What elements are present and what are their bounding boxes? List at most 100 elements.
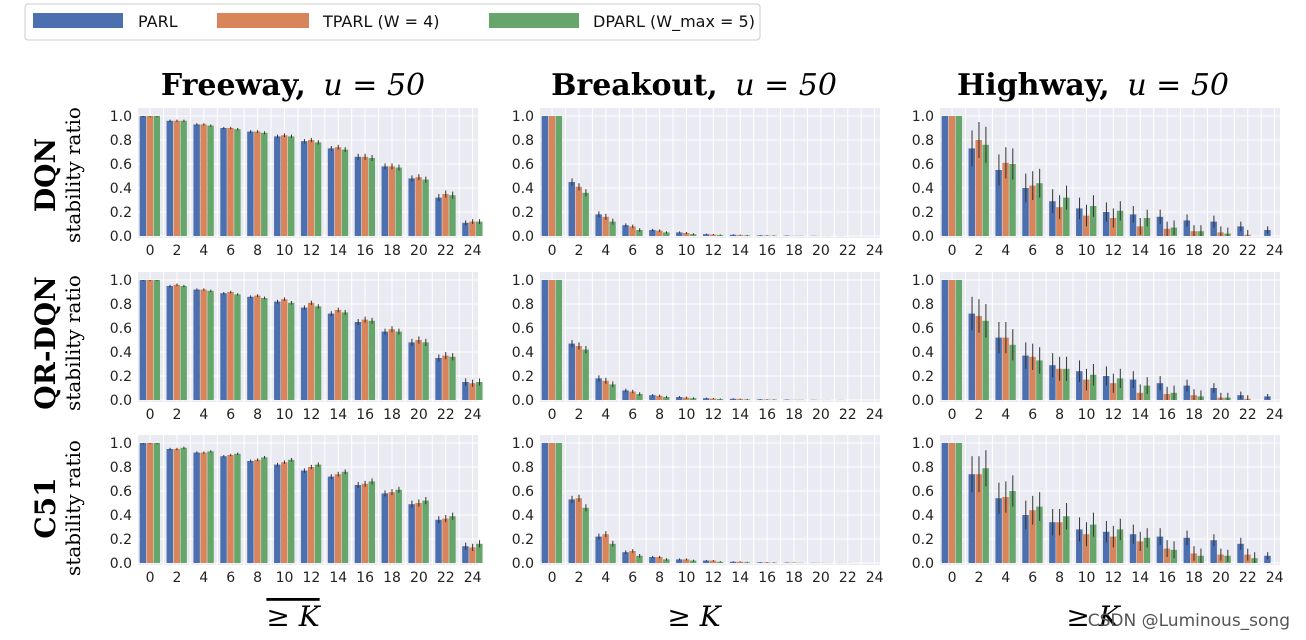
panel-c51-breakout-ytick-label: 0.0 (512, 556, 534, 572)
panel-c51-freeway-bar-parl-k14 (327, 476, 335, 563)
panel-c51-highway-xtick-label: 2 (975, 570, 984, 586)
panel-qrdqn-breakout-bar-parl-k4 (595, 378, 602, 400)
panel-c51-highway-bar-dparlwmax5-k2 (982, 468, 989, 563)
panel-dqn-freeway-bar-tparlw4-k24 (469, 221, 476, 236)
panel-dqn-breakout-bar-tparlw4-k10 (683, 233, 690, 236)
panel-qrdqn-freeway-bar-dparlwmax5-k8 (261, 298, 268, 400)
panel-dqn-highway-bar-dparlwmax5-k0 (955, 116, 963, 236)
panel-c51-highway-bar-dparlwmax5-k10 (1089, 524, 1097, 563)
panel-c51-freeway-xtick-label: 24 (464, 570, 482, 586)
panel-c51-highway-xtick-label: 24 (1266, 570, 1284, 586)
panel-c51-breakout-bar-tparlw4-k14 (736, 561, 744, 563)
panel-c51-breakout-xtick-label: 14 (731, 570, 749, 586)
panel-dqn-highway-bar-parl-k10 (1076, 208, 1083, 236)
panel-dqn-highway-ytick-label: 0.0 (912, 229, 934, 245)
panel-c51-breakout-bar-tparlw4-k6 (629, 551, 636, 563)
panel-c51-highway-xtick-label: 8 (1055, 570, 1064, 586)
panel-dqn-freeway-bar-tparlw4-k16 (361, 156, 369, 236)
panel-dqn-freeway-bar-tparlw4-k14 (334, 147, 342, 236)
panel-qrdqn-freeway-bar-parl-k2 (166, 286, 174, 400)
panel-c51-highway-bar-parl-k20 (1210, 540, 1217, 563)
col-title-freeway: Freeway, u = 50 (161, 68, 425, 103)
panel-dqn-freeway-ytick-label: 0.4 (110, 181, 132, 197)
panel-dqn-freeway-ytick-label: 0.0 (110, 229, 132, 245)
panel-qrdqn-highway-xtick-label: 16 (1158, 407, 1176, 423)
panel-dqn-freeway-xtick-label: 18 (383, 243, 401, 259)
panel-qrdqn-highway-bar-dparlwmax5-k8 (1063, 368, 1070, 400)
panel-qrdqn-breakout-xtick-label: 14 (731, 407, 749, 423)
panel-c51-freeway-ytick-label: 0.2 (110, 532, 132, 548)
panel-c51-freeway-bar-parl-k18 (381, 493, 389, 563)
panel-dqn-freeway-bar-tparlw4-k18 (388, 166, 395, 236)
panel-c51-breakout-bar-dparlwmax5-k10 (689, 560, 697, 563)
panel-dqn-breakout-bar-dparlwmax5-k2 (582, 192, 589, 236)
watermark: CSDN @Luminous_song (1088, 611, 1290, 631)
panel-c51-highway-xtick-label: 16 (1158, 570, 1176, 586)
panel-qrdqn-breakout-bar-dparlwmax5-k6 (636, 394, 643, 400)
panel-qrdqn-breakout-bar-tparlw4-k4 (602, 380, 609, 400)
panel-c51-highway-bar-dparlwmax5-k14 (1143, 537, 1151, 563)
panel-qrdqn-highway-bar-parl-k10 (1076, 371, 1083, 400)
col-title-breakout: Breakout, u = 50 (551, 68, 837, 103)
panel-dqn-breakout-ytick-label: 0.0 (512, 229, 534, 245)
panel-dqn-breakout: 0.00.20.40.60.81.00 2 4 6 8 10 12 14 16 18 20 22 24 (512, 108, 884, 259)
panel-dqn-highway-bar-dparlwmax5-k8 (1063, 197, 1070, 236)
panel-dqn-breakout-xtick-label: 18 (785, 243, 803, 259)
panel-c51-breakout-xtick-label: 2 (575, 570, 584, 586)
panel-c51-freeway-bar-parl-k8 (247, 461, 254, 563)
panel-qrdqn-highway-xtick-label: 12 (1104, 407, 1122, 423)
panel-dqn-freeway-bar-parl-k10 (274, 136, 281, 236)
panel-dqn-freeway-bar-parl-k14 (327, 148, 335, 236)
panel-dqn-highway-bar-parl-k8 (1049, 201, 1056, 236)
panel-c51-freeway-bar-parl-k20 (408, 504, 415, 563)
panel-dqn-breakout-bar-parl-k8 (649, 230, 656, 236)
panel-c51-breakout-bar-dparlwmax5-k8 (663, 559, 670, 563)
panel-c51-freeway-bar-tparlw4-k4 (200, 452, 207, 563)
panel-qrdqn-highway-xtick-label: 24 (1266, 407, 1284, 423)
panel-qrdqn-breakout-bar-parl-k10 (676, 397, 683, 400)
panel-qrdqn-freeway-bar-dparlwmax5-k16 (368, 320, 376, 400)
panel-dqn-highway-xtick-label: 14 (1131, 243, 1149, 259)
panel-dqn-breakout-bar-dparlwmax5-k0 (555, 116, 563, 236)
panel-qrdqn-breakout-ytick-label: 0.0 (512, 393, 534, 409)
panel-qrdqn-freeway-bar-parl-k20 (408, 342, 415, 400)
panel-dqn-freeway-bar-dparlwmax5-k24 (476, 221, 483, 236)
row-ylabel-dqn: stability ratio (61, 107, 85, 243)
panel-c51-highway: 0.00.20.40.60.81.00 2 4 6 8 10 12 14 16 18 20 22 24 (912, 435, 1284, 586)
panel-dqn-breakout-bar-tparlw4-k2 (575, 186, 582, 236)
panel-dqn-freeway-bar-parl-k22 (435, 197, 442, 236)
panel-c51-freeway-bar-tparlw4-k16 (361, 483, 369, 563)
panel-qrdqn-freeway-bar-dparlwmax5-k12 (314, 306, 322, 400)
panel-dqn-freeway-bar-dparlwmax5-k2 (180, 120, 187, 236)
panel-dqn-breakout-bar-parl-k14 (729, 234, 737, 236)
panel-c51-highway-bar-parl-k4 (995, 498, 1002, 563)
panel-qrdqn-freeway-xtick-label: 18 (383, 407, 401, 423)
panel-dqn-highway-bar-parl-k0 (941, 116, 949, 236)
panel-c51-breakout-ytick-label: 0.2 (512, 532, 534, 548)
panel-c51-breakout-xtick-label: 18 (785, 570, 803, 586)
panel-dqn-breakout-xtick-label: 14 (731, 243, 749, 259)
panel-dqn-highway-xtick-label: 24 (1266, 243, 1284, 259)
panel-dqn-highway-bar-dparlwmax5-k12 (1116, 210, 1124, 236)
panel-dqn-freeway-xtick-label: 8 (253, 243, 262, 259)
panel-dqn-freeway-bar-tparlw4-k2 (173, 120, 180, 236)
row-ylabel-qrdqn: stability ratio (61, 275, 85, 411)
panel-qrdqn-highway-ytick-label: 0.8 (912, 297, 934, 313)
col-title-breakout-bold: Breakout, (551, 68, 718, 103)
panel-dqn-highway-xtick-label: 8 (1055, 243, 1064, 259)
panel-qrdqn-highway-bar-parl-k12 (1102, 376, 1110, 400)
panel-qrdqn-highway-bar-tparlw4-k8 (1056, 368, 1063, 400)
panel-qrdqn-breakout-xtick-label: 4 (601, 407, 610, 423)
panel-dqn-freeway-bar-tparlw4-k12 (307, 140, 315, 236)
row-title-dqn: DQN (29, 138, 62, 212)
panel-c51-freeway-ytick-label: 0.8 (110, 460, 132, 476)
panel-dqn-breakout-ytick-label: 0.8 (512, 133, 534, 149)
panel-c51-highway-xtick-label: 0 (948, 570, 957, 586)
panel-dqn-highway-xtick-label: 6 (1028, 243, 1037, 259)
panel-qrdqn-freeway-bar-parl-k6 (220, 293, 227, 400)
panel-qrdqn-highway-xtick-label: 22 (1239, 407, 1257, 423)
panel-dqn-breakout-ytick-label: 0.6 (512, 157, 534, 173)
panel-c51-freeway-bar-dparlwmax5-k10 (287, 459, 295, 563)
panel-c51-highway-xtick-label: 10 (1078, 570, 1096, 586)
panel-dqn-freeway-xtick-label: 16 (356, 243, 374, 259)
